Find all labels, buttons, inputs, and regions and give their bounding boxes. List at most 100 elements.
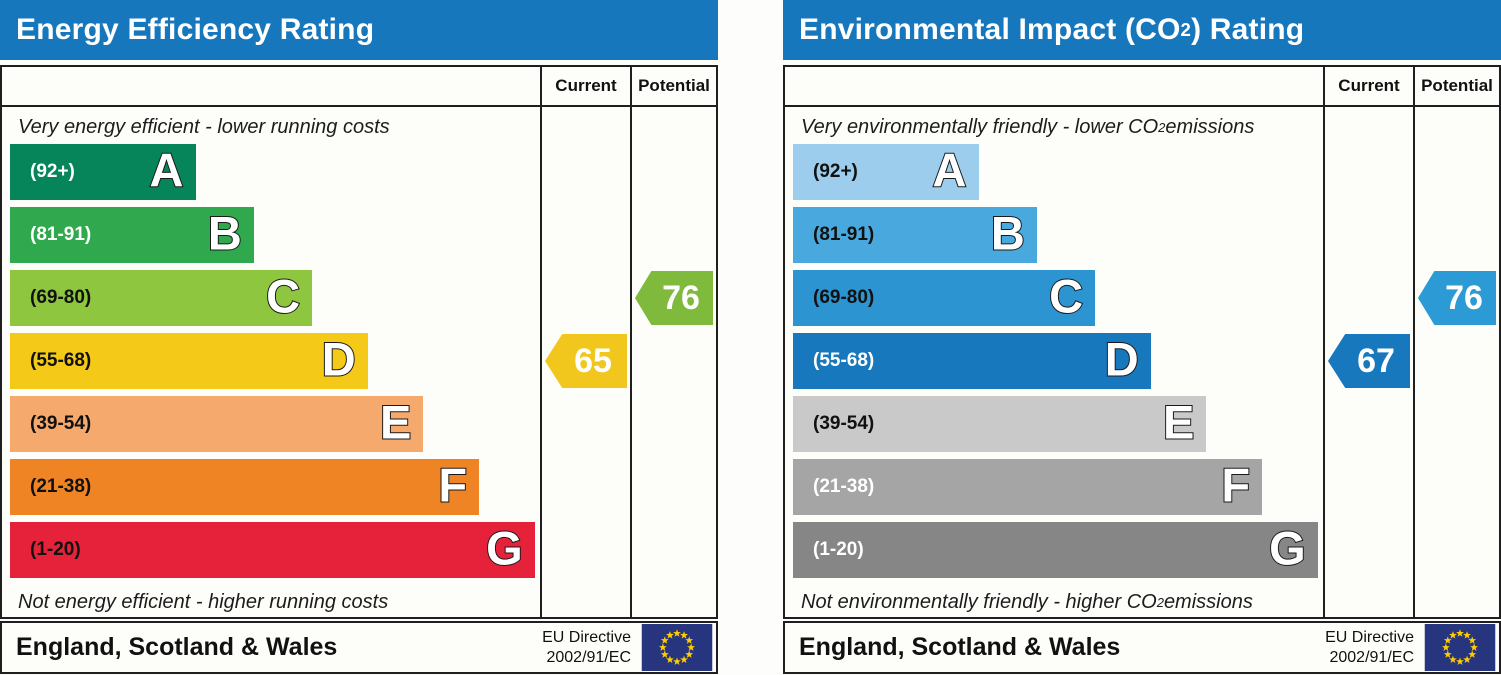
band-letter: F [437, 458, 468, 512]
band-e: (39-54) E [10, 395, 424, 452]
band-row-b: (81-91) B [793, 207, 1323, 263]
band-letter: C [265, 269, 301, 323]
header-spacer [785, 67, 1323, 105]
band-range-label: (1-20) [813, 539, 864, 560]
bottom-caption-text-post: emissions [1163, 590, 1253, 613]
current-column-header: Current [1323, 67, 1413, 105]
band-area: Very energy efficient - lower running co… [2, 107, 540, 619]
band-range-label: (21-38) [813, 476, 875, 497]
band-row-e: (39-54) E [10, 396, 540, 452]
band-letter: D [321, 332, 357, 386]
band-letter: B [990, 206, 1026, 260]
band-row-c: (69-80) C [793, 270, 1323, 326]
rating-bands: (92+) A (81-91) B (69-80) C (55-68) D (39-54) E (2… [793, 144, 1323, 578]
chart-footer: England, Scotland & Wales EU Directive 2… [783, 621, 1501, 674]
band-row-a: (92+) A [10, 144, 540, 200]
bottom-caption: Not energy efficient - higher running co… [10, 585, 540, 619]
rating-table: Current Potential Very environmentally f… [783, 65, 1501, 619]
band-c: (69-80) C [10, 269, 313, 326]
header-spacer [2, 67, 540, 105]
band-letter: C [1048, 269, 1084, 323]
band-letter: F [1220, 458, 1251, 512]
chart-title-text: Energy Efficiency Rating [16, 13, 375, 46]
band-range-label: (69-80) [30, 287, 92, 308]
band-e: (39-54) E [793, 395, 1207, 452]
band-row-a: (92+) A [793, 144, 1323, 200]
band-range-label: (21-38) [30, 476, 92, 497]
band-row-f: (21-38) F [10, 459, 540, 515]
band-f: (21-38) F [10, 458, 480, 515]
potential-column-header: Potential [1413, 67, 1499, 105]
potential-column-header: Potential [630, 67, 716, 105]
top-caption-text: Very energy efficient - lower running co… [18, 115, 390, 138]
potential-column: 76 [1413, 107, 1499, 619]
eu-directive-label: EU Directive 2002/91/EC [1325, 628, 1414, 666]
current-column: 67 [1323, 107, 1413, 619]
band-range-label: (81-91) [30, 224, 92, 245]
eu-directive-line2: 2002/91/EC [546, 648, 631, 666]
region-label: England, Scotland & Wales [799, 633, 1121, 661]
band-area: Very environmentally friendly - lower CO… [785, 107, 1323, 619]
chart-title-text: Environmental Impact (CO [799, 13, 1181, 46]
chart-title-subscript: 2 [1180, 19, 1192, 40]
column-header-row: Current Potential [785, 67, 1499, 107]
eu-directive-label: EU Directive 2002/91/EC [542, 628, 631, 666]
eu-flag-icon [641, 624, 713, 671]
band-letter: D [1104, 332, 1140, 386]
top-caption-text: Very environmentally friendly - lower CO [801, 115, 1159, 138]
band-b: (81-91) B [10, 207, 254, 263]
current-column-header: Current [540, 67, 630, 105]
band-row-c: (69-80) C [10, 270, 540, 326]
band-f: (21-38) F [793, 458, 1263, 515]
band-row-g: (1-20) G [793, 522, 1323, 578]
band-letter: A [932, 143, 968, 197]
eu-directive-line2: 2002/91/EC [1329, 648, 1414, 666]
chart-title-text-post: ) Rating [1191, 13, 1305, 46]
top-caption-text-post: emissions [1165, 115, 1255, 138]
band-range-label: (81-91) [813, 224, 875, 245]
energy-efficiency-rating-chart: Energy Efficiency Rating Current Potenti… [0, 0, 718, 675]
band-a: (92+) A [793, 144, 979, 200]
band-row-g: (1-20) G [10, 522, 540, 578]
current-column: 65 [540, 107, 630, 619]
band-letter: A [149, 143, 185, 197]
chart-title: Environmental Impact (CO 2) Rating [783, 0, 1501, 60]
bottom-caption-text: Not energy efficient - higher running co… [18, 590, 389, 613]
eu-directive-line1: EU Directive [542, 629, 631, 647]
top-caption: Very energy efficient - lower running co… [10, 110, 540, 144]
band-row-d: (55-68) D [10, 333, 540, 389]
band-letter: G [1268, 521, 1307, 575]
band-d: (55-68) D [793, 333, 1151, 389]
band-d: (55-68) D [10, 333, 368, 389]
band-letter: E [379, 395, 412, 449]
rating-body: Very energy efficient - lower running co… [2, 107, 716, 619]
rating-table: Current Potential Very energy efficient … [0, 65, 718, 619]
band-range-label: (1-20) [30, 539, 81, 560]
rating-body: Very environmentally friendly - lower CO… [785, 107, 1499, 619]
eu-directive-line1: EU Directive [1325, 629, 1414, 647]
band-range-label: (55-68) [30, 350, 92, 371]
band-c: (69-80) C [793, 269, 1096, 326]
band-g: (1-20) G [10, 522, 535, 578]
band-row-e: (39-54) E [793, 396, 1323, 452]
potential-rating-arrow: 76 [635, 271, 713, 325]
eu-flag-icon [1424, 624, 1496, 671]
current-rating-arrow: 67 [1328, 334, 1410, 388]
region-label: England, Scotland & Wales [16, 633, 338, 661]
band-letter: E [1162, 395, 1195, 449]
band-row-f: (21-38) F [793, 459, 1323, 515]
chart-footer: England, Scotland & Wales EU Directive 2… [0, 621, 718, 674]
band-letter: B [207, 206, 243, 260]
band-range-label: (69-80) [813, 287, 875, 308]
band-row-b: (81-91) B [10, 207, 540, 263]
potential-rating-arrow: 76 [1418, 271, 1496, 325]
environmental-impact-rating-chart: Environmental Impact (CO 2) Rating Curren… [783, 0, 1501, 675]
band-range-label: (92+) [813, 161, 858, 182]
band-range-label: (55-68) [813, 350, 875, 371]
chart-title: Energy Efficiency Rating [0, 0, 718, 60]
band-letter: G [485, 521, 524, 575]
potential-column: 76 [630, 107, 716, 619]
bottom-caption-subscript: 2 [1156, 594, 1164, 610]
bottom-caption-text: Not environmentally friendly - higher CO [801, 590, 1157, 613]
band-row-d: (55-68) D [793, 333, 1323, 389]
